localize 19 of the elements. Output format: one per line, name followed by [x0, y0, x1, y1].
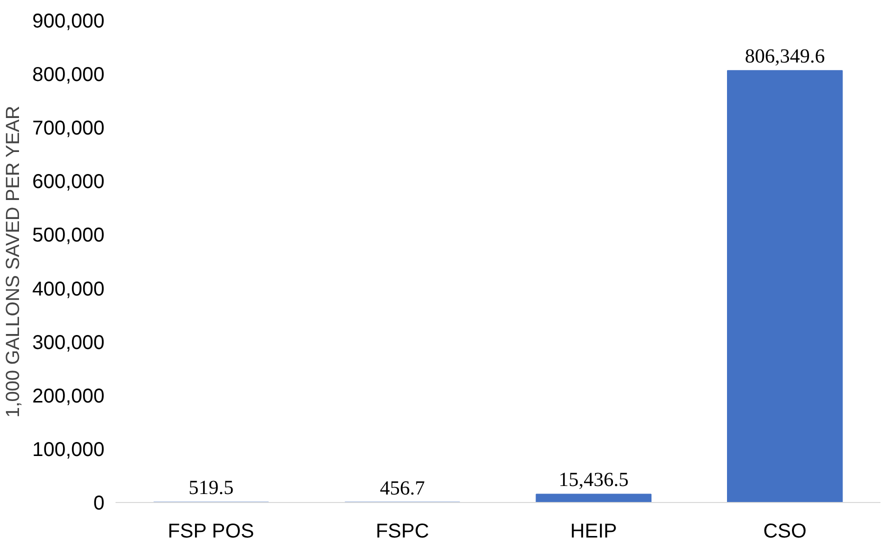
- y-tick-label: 800,000: [32, 64, 104, 86]
- y-tick-label: 200,000: [32, 385, 104, 408]
- x-tick-label: HEIP: [570, 520, 617, 542]
- y-tick-label: 0: [93, 492, 104, 514]
- x-tick-label: FSP POS: [168, 520, 254, 542]
- y-tick-label: 600,000: [32, 171, 104, 194]
- y-tick-label: 700,000: [32, 118, 104, 140]
- y-tick-label: 500,000: [32, 224, 104, 247]
- y-tick-label: 100,000: [32, 438, 104, 461]
- x-tick-label: FSPC: [376, 520, 430, 542]
- x-tick-label: CSO: [763, 520, 807, 542]
- data-label: 456.7: [380, 477, 425, 500]
- data-label: 519.5: [188, 477, 234, 500]
- data-label: 15,436.5: [558, 469, 629, 492]
- y-tick-label: 900,000: [32, 10, 104, 32]
- y-axis-title: 1,000 GALLONS SAVED PER YEAR: [3, 106, 24, 418]
- data-label: 806,349.6: [744, 46, 825, 68]
- y-tick-label: 300,000: [32, 332, 104, 354]
- y-tick-label: 400,000: [32, 278, 104, 300]
